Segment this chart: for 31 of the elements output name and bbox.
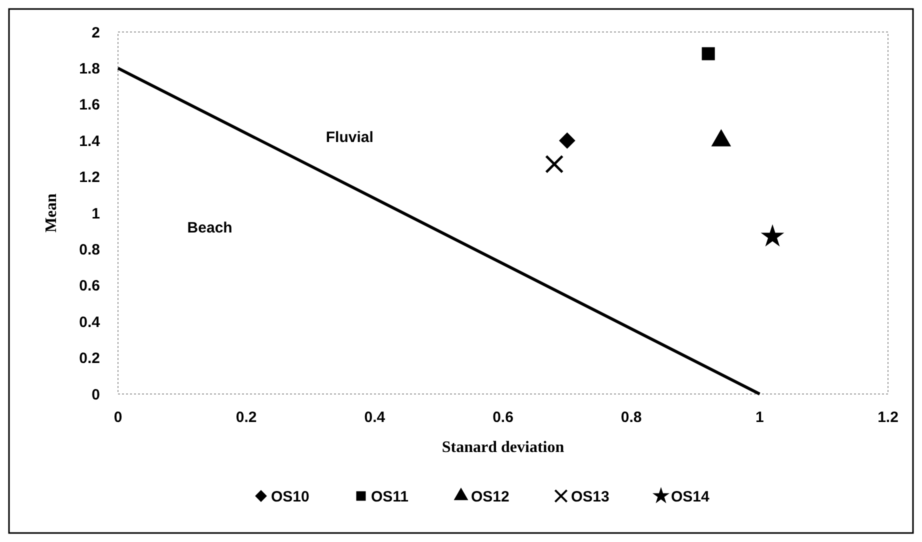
x-tick-label: 0.2 — [236, 409, 257, 426]
x-axis-title: Stanard deviation — [442, 439, 564, 456]
annotation: Beach — [187, 220, 232, 237]
legend-label: OS13 — [571, 488, 610, 506]
y-tick-label: 0.4 — [79, 314, 101, 331]
point — [702, 47, 715, 60]
y-tick-label: 1 — [92, 205, 100, 222]
point — [545, 154, 564, 174]
y-tick-label: 0 — [92, 386, 100, 404]
point — [760, 224, 784, 246]
x-tick-label: 0.6 — [492, 409, 514, 426]
y-axis-title: Mean — [43, 193, 60, 233]
y-tick-label: 1.8 — [79, 60, 100, 78]
annotation: Fluvial — [326, 129, 374, 146]
x-tick-label: 0 — [114, 409, 122, 426]
legend-label: OS11 — [371, 488, 409, 506]
legend-label: OS12 — [471, 488, 510, 506]
legend-label: OS10 — [271, 488, 310, 506]
x-tick-label: 1.2 — [878, 409, 898, 426]
y-tick-label: 1.6 — [79, 96, 100, 114]
legend-label: OS14 — [671, 488, 710, 506]
x-tick-label: 0.8 — [620, 409, 642, 426]
y-tick-label: 0.6 — [79, 278, 100, 295]
y-tick-label: 0.2 — [79, 350, 100, 368]
y-tick-label: 1.2 — [79, 169, 100, 186]
x-tick-label: 0.4 — [364, 409, 386, 426]
y-tick-label: 2 — [92, 24, 100, 42]
y-tick-label: 1.4 — [79, 132, 101, 150]
point — [559, 132, 576, 149]
y-tick-label: 0.8 — [79, 241, 100, 258]
x-tick-label: 1 — [755, 409, 764, 426]
